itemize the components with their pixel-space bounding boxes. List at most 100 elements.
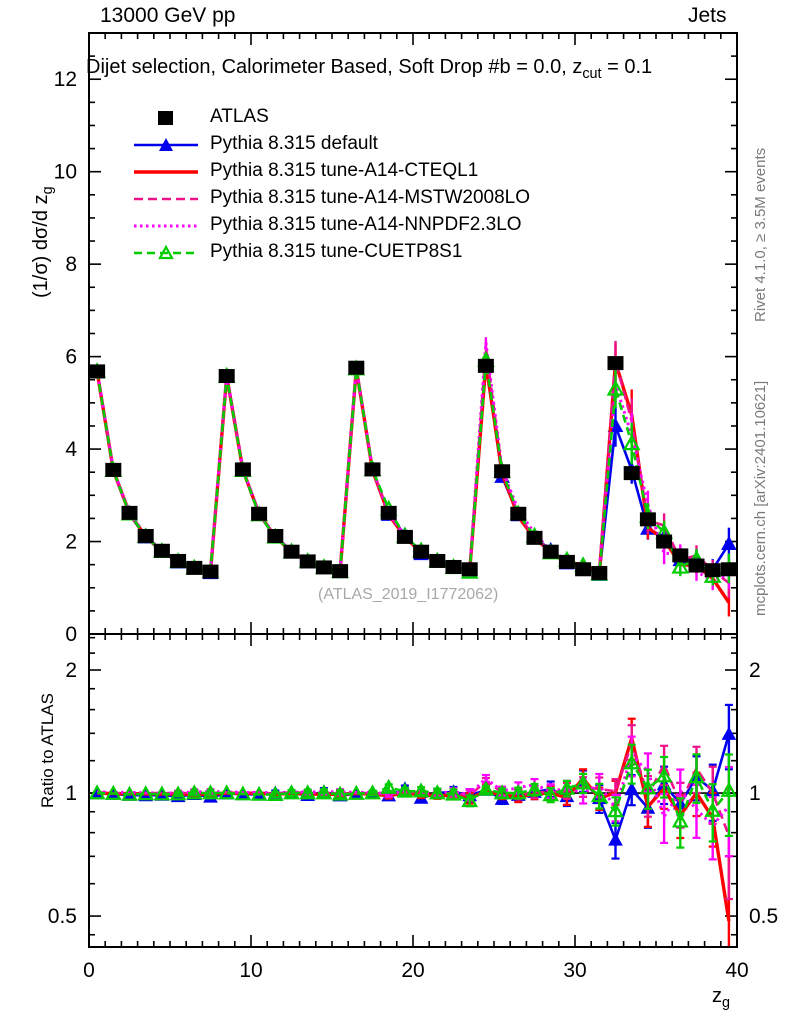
- marker-triangle-open: [283, 784, 300, 800]
- marker-triangle-open: [590, 786, 608, 803]
- atlas-data-marker: [461, 562, 478, 577]
- legend-pythia-a14-cteql1-label: Pythia 8.315 tune-A14-CTEQL1: [210, 160, 479, 181]
- x-axis-label-text: z: [712, 985, 722, 1007]
- marker-triangle-open: [412, 782, 430, 798]
- ratio-tick-label-right: 1: [749, 782, 761, 805]
- ratio-tick-label-right: 0.5: [749, 905, 778, 928]
- plot-title-main: Dijet selection, Calorimeter Based, Soft…: [86, 56, 511, 78]
- legend-marker-triangle-filled: [159, 138, 173, 151]
- marker-triangle-open: [234, 785, 252, 801]
- x-tick-label: 10: [239, 959, 262, 982]
- marker-triangle-open: [655, 767, 673, 783]
- series-line-ratio: [97, 761, 730, 823]
- atlas-data-marker: [558, 554, 575, 569]
- legend-atlas-label: ATLAS: [210, 106, 269, 127]
- atlas-data-marker: [623, 466, 640, 481]
- marker-triangle-open: [153, 785, 171, 801]
- atlas-data-marker: [234, 462, 251, 477]
- atlas-data-marker: [429, 553, 446, 568]
- atlas-data-marker: [526, 530, 543, 545]
- atlas-data-marker: [575, 562, 592, 577]
- legend-pythia-a14-mstw2008lo-key: [130, 185, 202, 212]
- marker-triangle-open: [380, 778, 398, 794]
- legend-marker-triangle-open: [158, 244, 174, 260]
- marker-triangle-open: [121, 785, 138, 801]
- atlas-data-marker: [315, 560, 332, 575]
- ratio-tick-label-left: 0.5: [48, 905, 77, 928]
- marker-triangle-open: [477, 780, 495, 796]
- y-tick-label: 2: [65, 531, 77, 554]
- atlas-data-marker: [542, 544, 559, 559]
- marker-triangle-filled: [624, 781, 640, 796]
- atlas-data-marker: [494, 464, 511, 479]
- atlas-data-marker: [251, 506, 268, 521]
- marker-triangle-open: [266, 785, 284, 801]
- plot-title-eq2: = 0.1: [601, 56, 653, 78]
- legend-pythia-a14-nnpdf23lo-label: Pythia 8.315 tune-A14-NNPDF2.3LO: [210, 214, 522, 235]
- marker-triangle-open: [250, 785, 268, 801]
- marker-triangle-open: [315, 784, 333, 800]
- atlas-data-marker: [105, 462, 122, 477]
- atlas-data-marker: [720, 562, 736, 577]
- header-beam-label: 13000 GeV pp: [100, 4, 236, 27]
- marker-triangle-open: [202, 784, 219, 800]
- marker-triangle-open: [671, 812, 689, 828]
- marker-triangle-open: [558, 779, 576, 795]
- plot-title-sub: cut: [582, 66, 602, 83]
- atlas-data-marker: [170, 553, 187, 568]
- legend-pythia-default-label: Pythia 8.315 default: [210, 133, 378, 154]
- atlas-data-marker: [639, 512, 656, 527]
- marker-triangle-open: [104, 784, 122, 800]
- marker-triangle-open: [493, 784, 511, 800]
- marker-triangle-open: [671, 557, 690, 574]
- atlas-data-marker: [591, 565, 608, 580]
- marker-triangle-filled: [608, 832, 623, 846]
- series-line-main: [95, 346, 730, 585]
- marker-triangle-open: [299, 784, 317, 800]
- atlas-data-marker: [299, 554, 316, 569]
- atlas-data-marker: [218, 369, 235, 384]
- atlas-data-marker: [283, 544, 300, 559]
- marker-triangle-open: [461, 792, 479, 808]
- series-line-main: [95, 358, 730, 578]
- marker-triangle-open: [445, 785, 462, 801]
- legend-atlas-key: [130, 104, 202, 131]
- atlas-data-marker: [186, 560, 203, 575]
- marker-triangle-open: [90, 784, 106, 800]
- atlas-data-marker: [396, 529, 413, 544]
- atlas-data-marker: [477, 358, 494, 373]
- atlas-data-marker: [137, 528, 154, 543]
- y-tick-label: 8: [65, 253, 77, 276]
- marker-triangle-open: [623, 754, 641, 770]
- plot-title: Dijet selection, Calorimeter Based, Soft…: [86, 56, 652, 82]
- atlas-data-marker: [90, 364, 106, 379]
- atlas-data-marker: [672, 548, 689, 563]
- atlas-data-marker: [332, 564, 349, 579]
- marker-triangle-open: [185, 784, 203, 800]
- marker-triangle-open: [688, 768, 705, 784]
- marker-triangle-open: [542, 786, 560, 802]
- y-tick-label: 6: [65, 346, 77, 369]
- y-tick-label: 12: [54, 68, 77, 91]
- x-axis-label-sub: g: [722, 995, 731, 1012]
- marker-triangle-open: [606, 379, 625, 396]
- atlas-data-marker: [704, 563, 721, 578]
- legend-pythia-a14-mstw2008lo-label: Pythia 8.315 tune-A14-MSTW2008LO: [210, 187, 531, 208]
- legend-marker-square: [158, 111, 173, 125]
- x-axis-label: zg: [712, 985, 730, 1011]
- marker-triangle-open: [218, 784, 236, 800]
- legend-pythia-a14-cteql1-key: [130, 158, 202, 185]
- ratio-tick-label-left: 2: [65, 659, 77, 682]
- legend-pythia-a14-nnpdf23lo-key: [130, 212, 202, 239]
- marker-triangle-open: [331, 785, 349, 801]
- marker-triangle-open: [704, 801, 722, 817]
- marker-triangle-open: [509, 784, 527, 800]
- marker-triangle-open: [364, 784, 381, 800]
- x-tick-label: 40: [725, 959, 748, 982]
- analysis-watermark: (ATLAS_2019_I1772062): [318, 586, 499, 603]
- legend-pythia-cuetp8s1-label: Pythia 8.315 tune-CUETP8S1: [210, 241, 463, 262]
- marker-triangle-open: [639, 779, 657, 795]
- y-tick-label: 10: [54, 161, 77, 184]
- marker-triangle-filled: [721, 535, 736, 550]
